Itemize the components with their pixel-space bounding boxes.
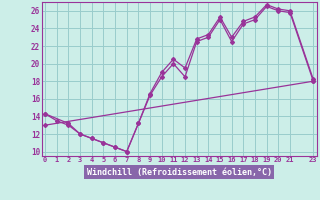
X-axis label: Windchill (Refroidissement éolien,°C): Windchill (Refroidissement éolien,°C) (87, 168, 272, 177)
